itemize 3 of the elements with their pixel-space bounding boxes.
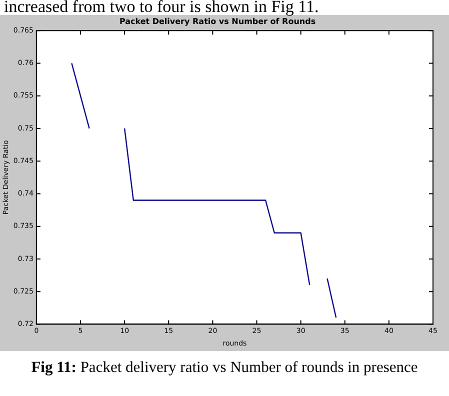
text: increased from two to four is shown in Fig 11. [3,0,320,16]
caption: Fig 11: Packet delivery ratio vs Number of rounds in presence [30,359,419,377]
chart-title: Packet Delivery Ratio vs Number of Rounds [119,16,316,26]
